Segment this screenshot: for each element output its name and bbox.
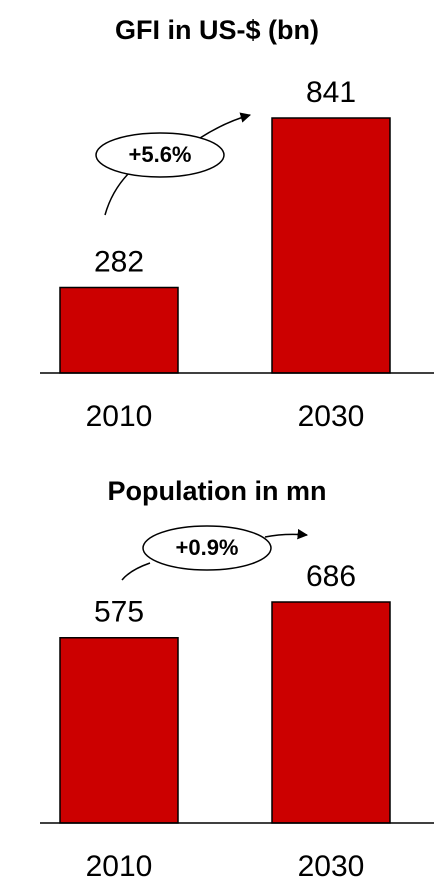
data-label: 575	[94, 596, 144, 629]
growth-arrow-head	[264, 528, 309, 540]
annotation: +0.9%	[176, 535, 239, 560]
chart-title: Population in mn	[108, 476, 327, 506]
x-tick-label: 2010	[86, 400, 153, 433]
growth-arrow-head	[199, 112, 252, 139]
data-label: 841	[306, 76, 356, 109]
annotation-bubble	[95, 132, 225, 178]
x-tick-label: 2030	[298, 400, 365, 433]
growth-arrow-tail	[104, 171, 131, 216]
bar	[271, 601, 391, 824]
bar	[59, 286, 179, 374]
annotation: +5.6%	[129, 142, 192, 167]
x-tick-label: 2010	[86, 850, 153, 883]
data-label: 282	[94, 245, 144, 278]
bar	[271, 117, 391, 374]
bar	[59, 637, 179, 824]
chart-title: GFI in US-$ (bn)	[115, 15, 319, 45]
growth-arrow-tail	[121, 562, 151, 581]
data-label: 686	[306, 560, 356, 593]
x-tick-label: 2030	[298, 850, 365, 883]
annotation-bubble	[142, 525, 272, 571]
arrows	[104, 112, 309, 581]
